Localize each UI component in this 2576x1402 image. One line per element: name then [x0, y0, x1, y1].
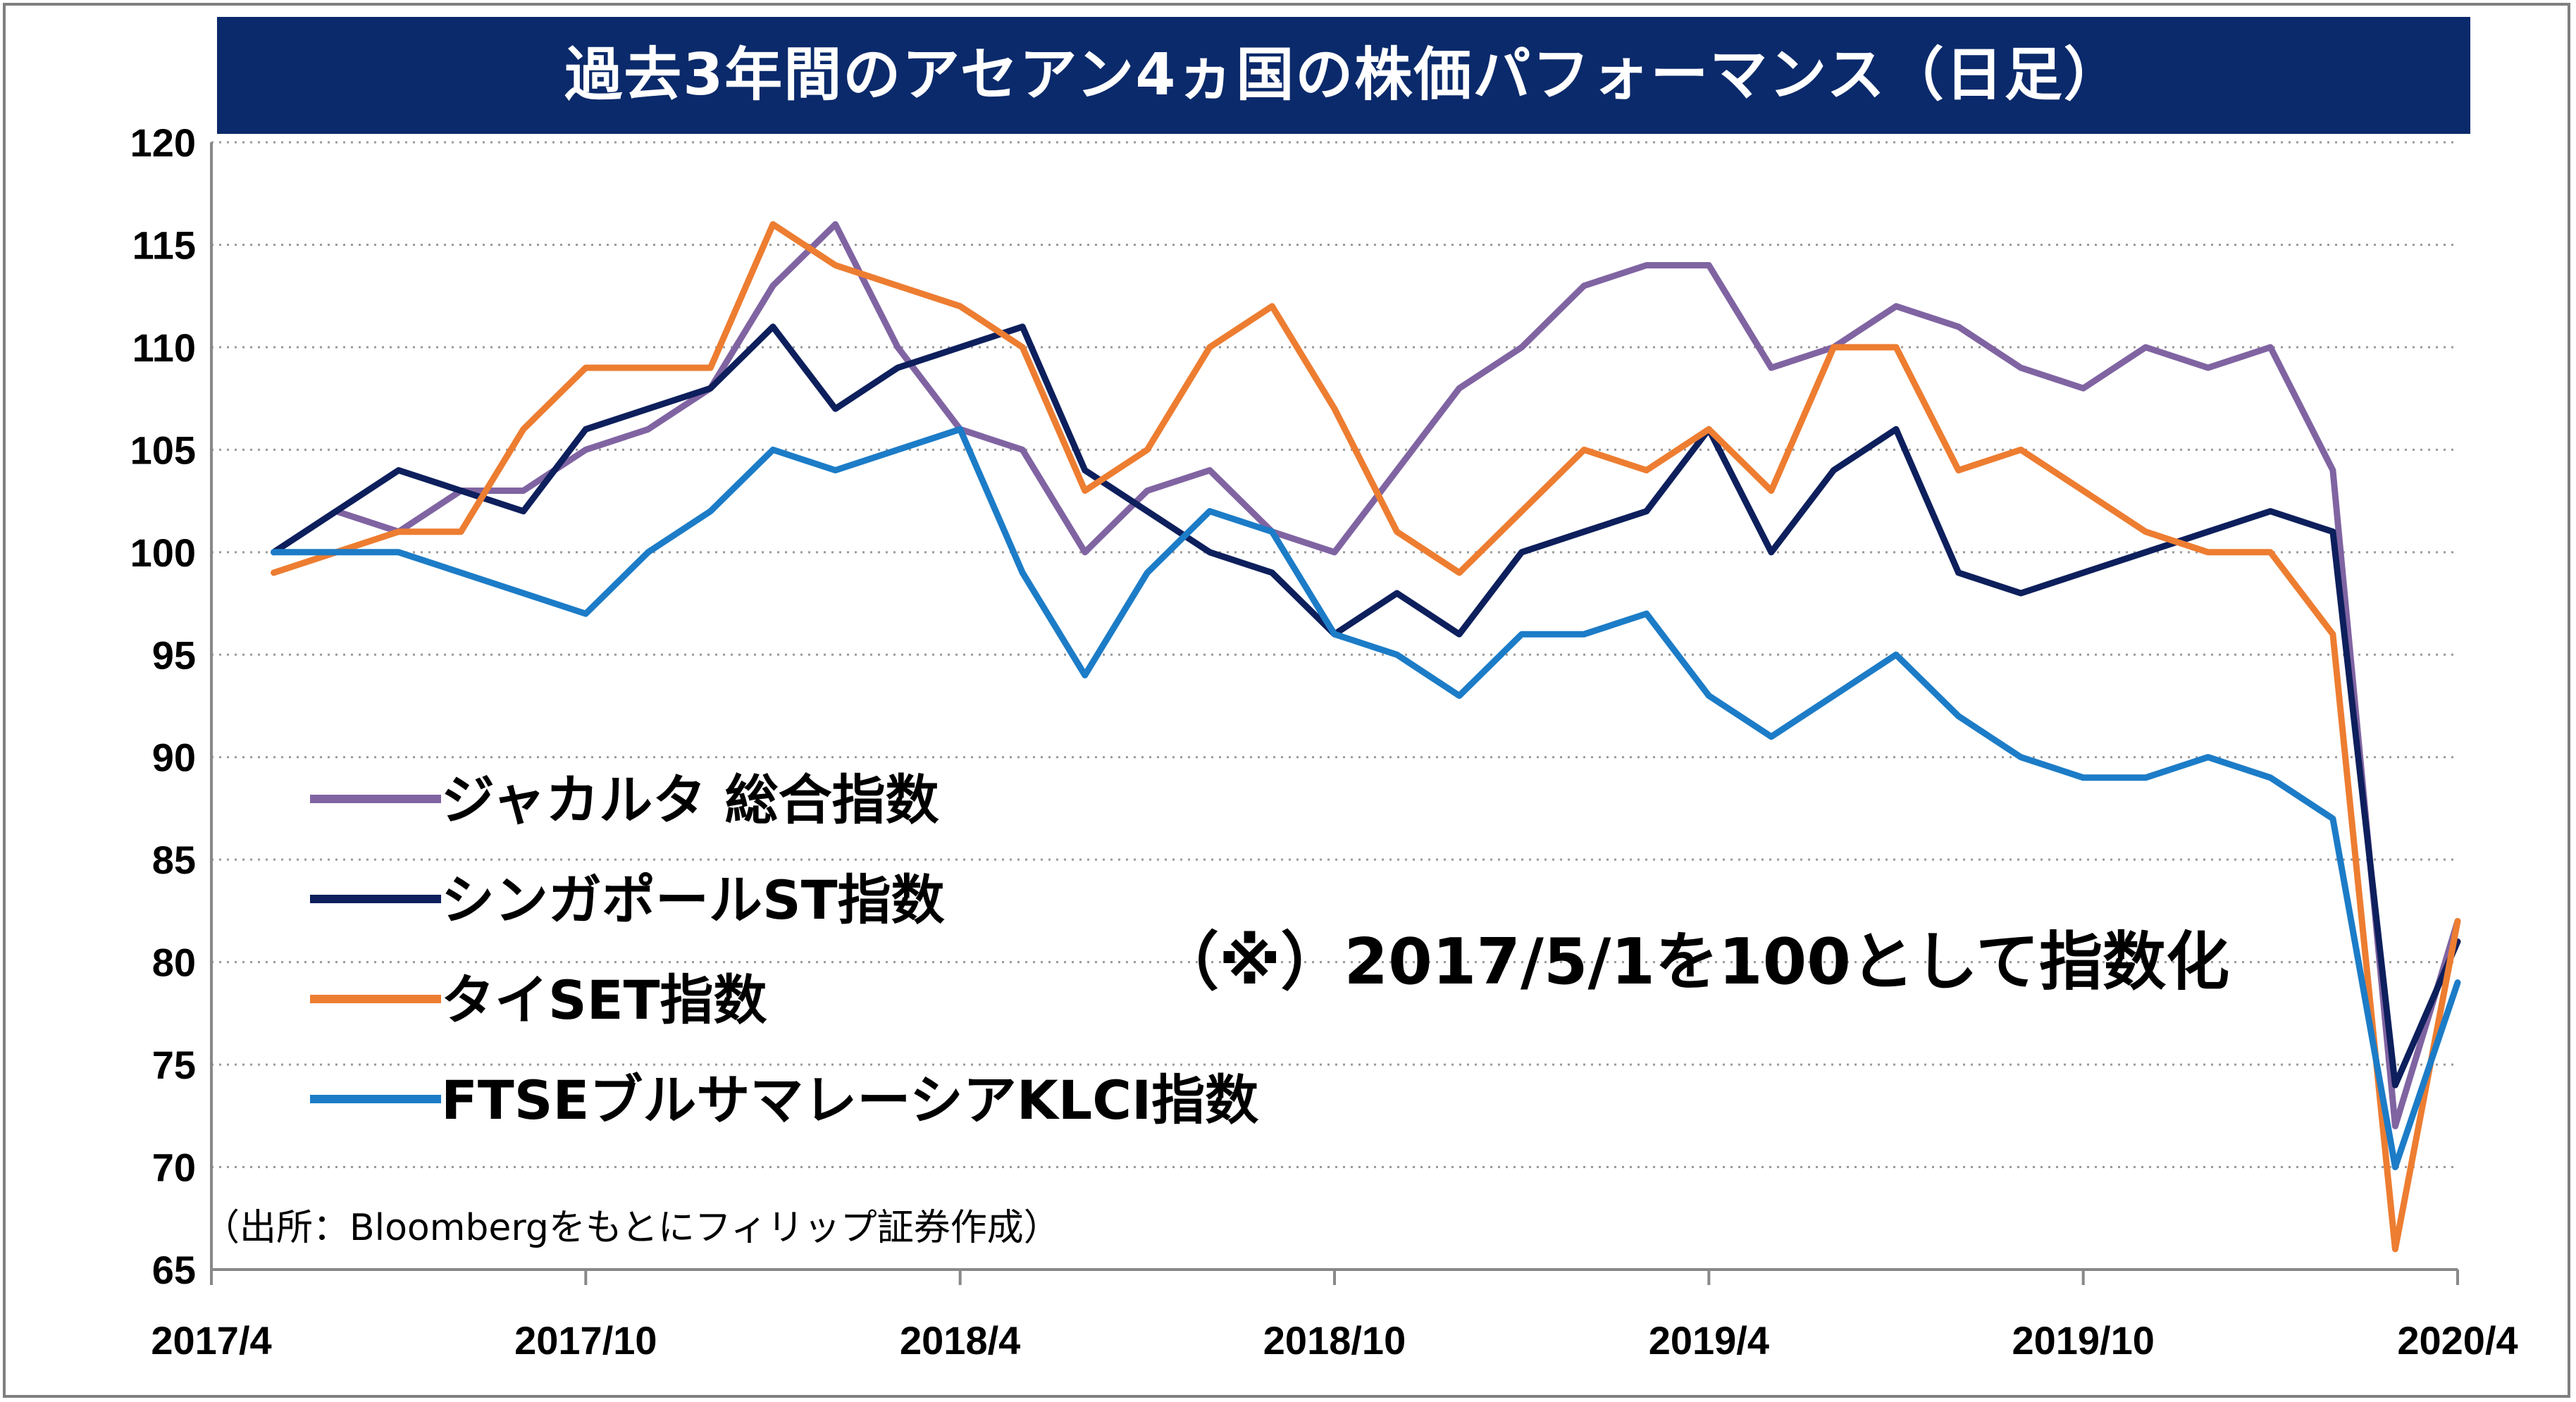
x-tick-label: 2018/10 [1263, 1318, 1406, 1363]
y-tick-label: 85 [152, 838, 196, 882]
legend-label: ジャカルタ 総合指数 [441, 769, 939, 831]
series-line-2 [271, 323, 2461, 1088]
y-tick-label: 75 [152, 1043, 196, 1087]
series-line-4 [271, 426, 2461, 1170]
x-tick-label: 2019/10 [2012, 1318, 2154, 1363]
chart-frame [3, 3, 2570, 1398]
series-line-1 [271, 221, 2461, 1129]
y-tick-label: 65 [152, 1248, 196, 1292]
y-tick-label: 110 [132, 325, 196, 370]
x-tick-label: 2020/4 [2397, 1318, 2518, 1363]
series-lines [271, 221, 2461, 1253]
chart-title: 過去3年間のアセアン4ヵ国の株価パフォーマンス（日足） [217, 17, 2470, 134]
x-tick-label: 2017/10 [514, 1318, 657, 1363]
y-tick-label: 120 [130, 120, 196, 165]
y-tick-label: 80 [152, 941, 196, 985]
legend-label: シンガポールST指数 [441, 869, 945, 931]
y-tick-label: 95 [152, 633, 196, 677]
y-tick-label: 70 [152, 1146, 196, 1190]
index-note: （※）2017/5/1を100として指数化 [1156, 925, 2229, 999]
x-tick-label: 2017/4 [151, 1318, 271, 1363]
x-tick-label: 2018/4 [900, 1318, 1020, 1363]
y-tick-label: 115 [132, 223, 196, 267]
y-tick-label: 90 [152, 736, 196, 780]
y-tick-label: 105 [130, 428, 196, 472]
y-tick-label: 100 [130, 531, 196, 575]
series-line-3 [271, 221, 2461, 1253]
legend-label: FTSEブルサマレーシアKLCI指数 [441, 1069, 1258, 1131]
source-note: （出所：Bloombergをもとにフィリップ証券作成） [203, 1207, 1060, 1249]
axes: 65 70 75 80 85 90 95 100 105 110 115 120 2017/4 2017/… [130, 120, 2518, 1363]
x-tick-label: 2019/4 [1649, 1318, 1769, 1363]
legend-label: タイSET指数 [441, 969, 767, 1031]
